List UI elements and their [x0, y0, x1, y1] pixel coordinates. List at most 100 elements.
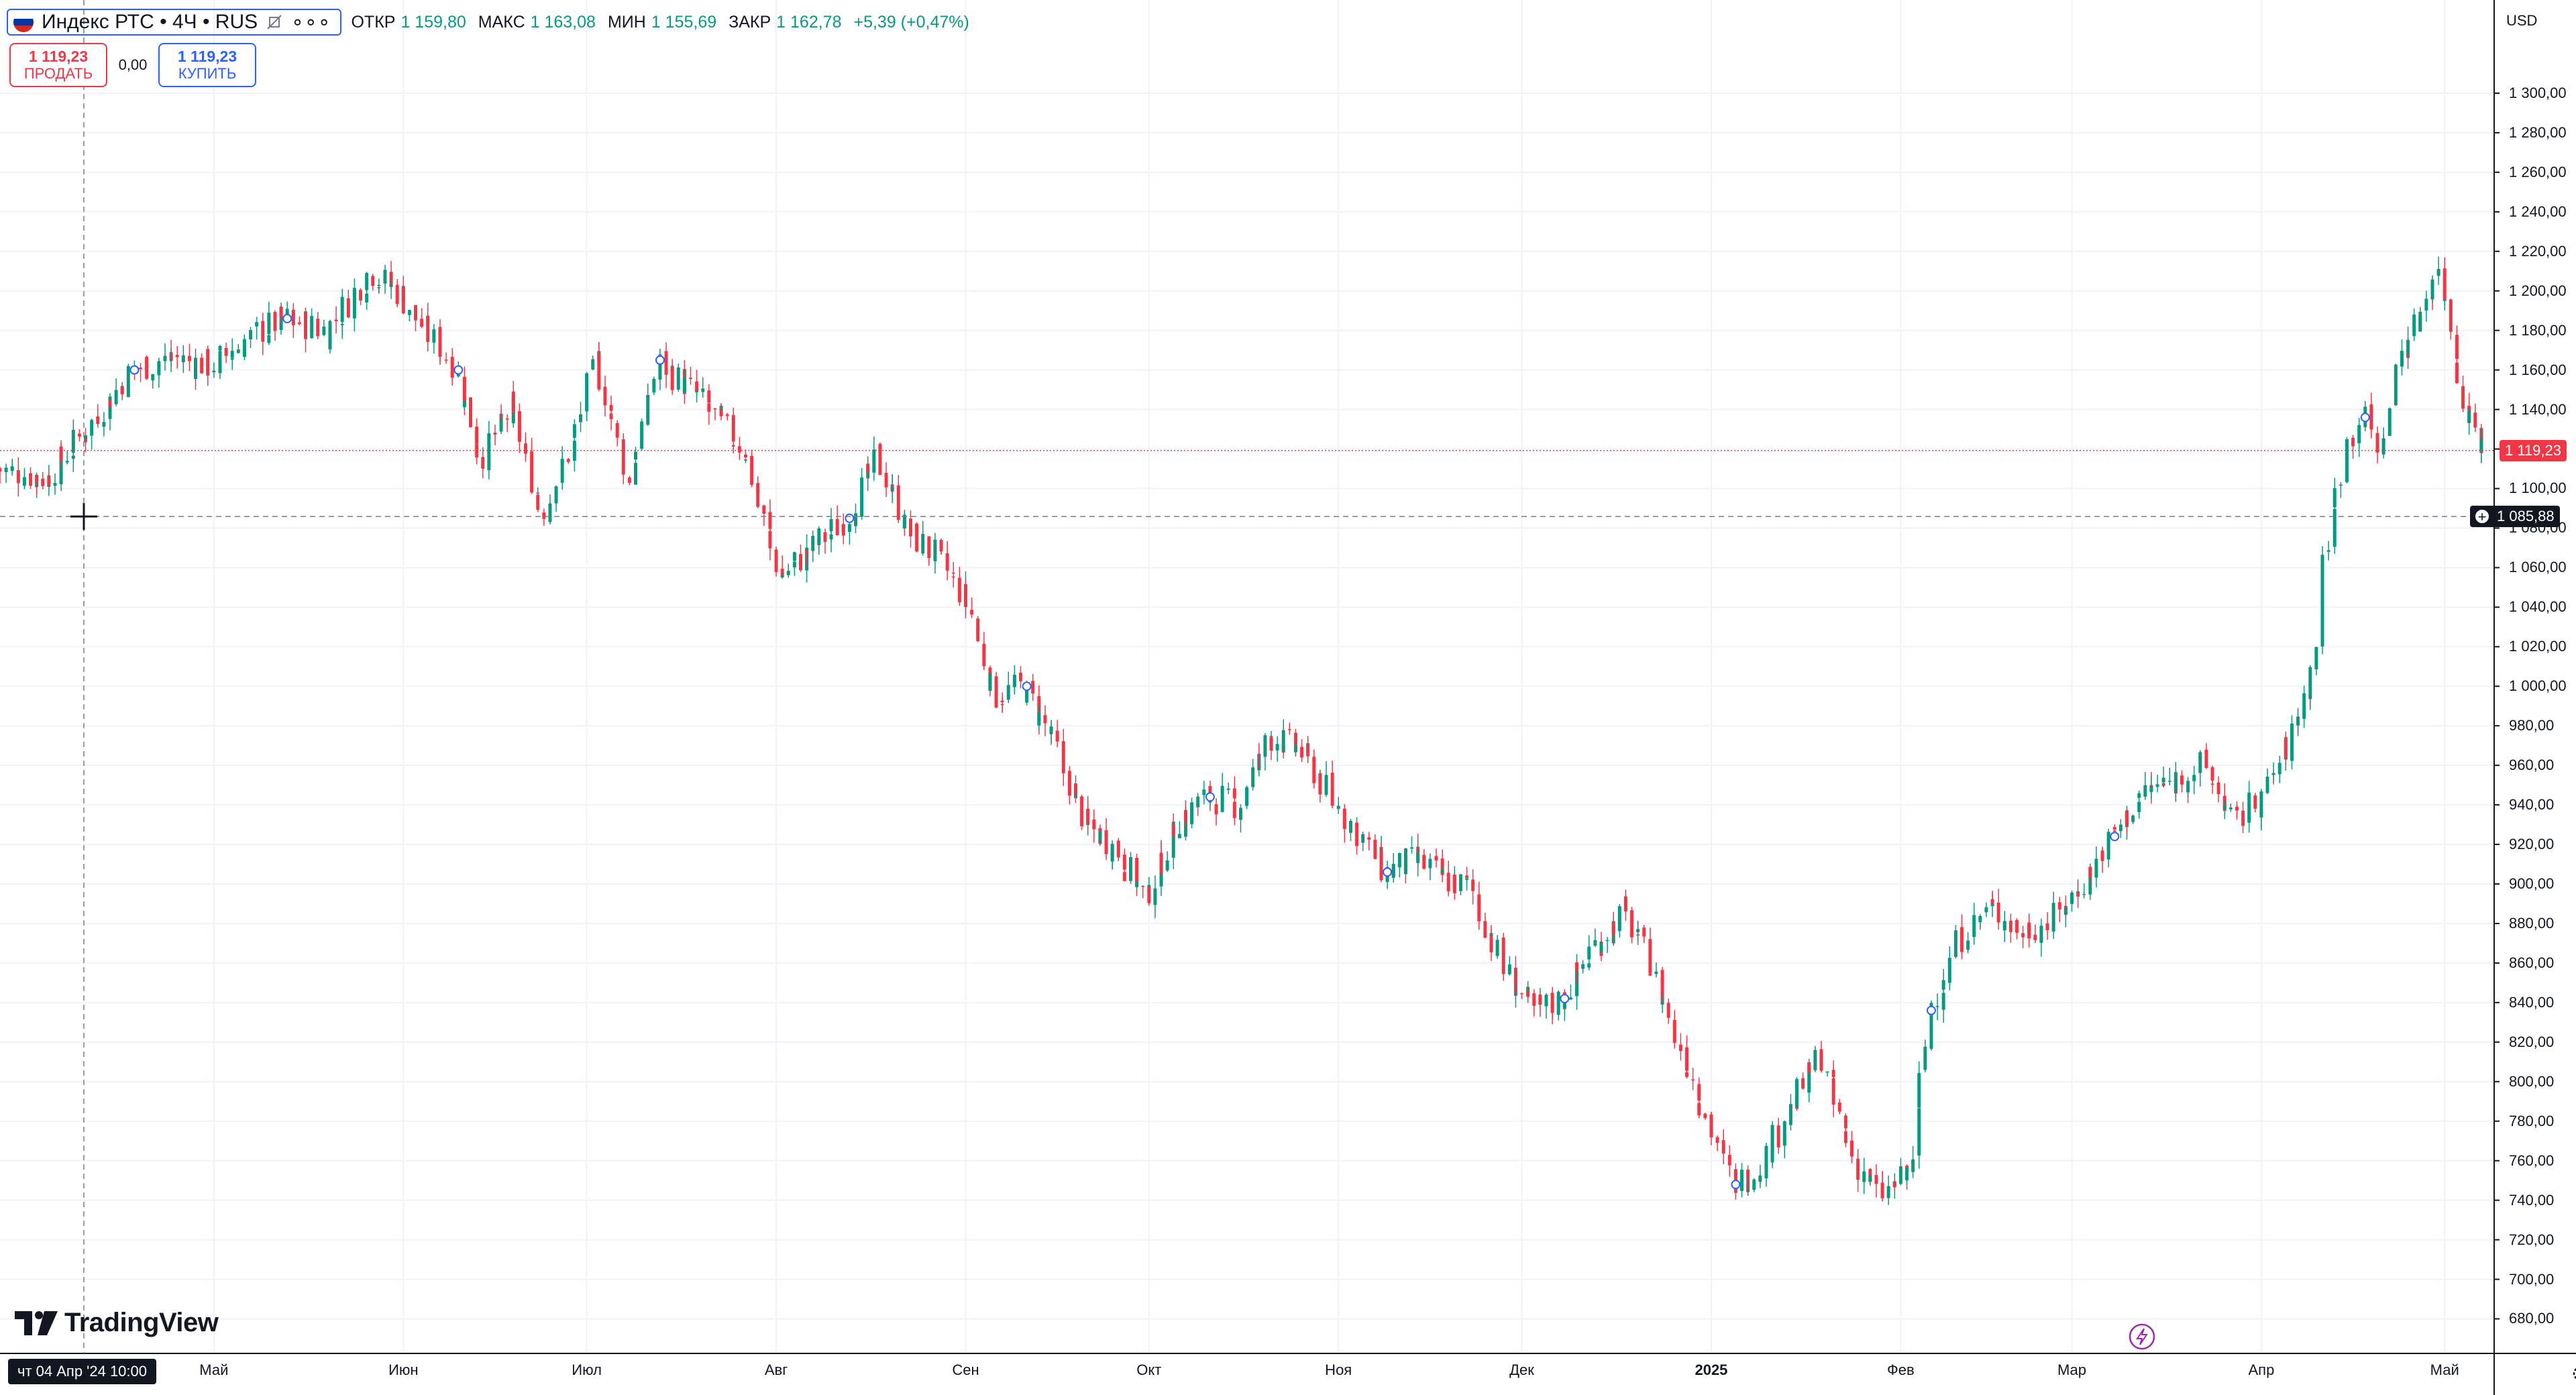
candle-body: [2302, 693, 2306, 719]
candle-body: [1422, 854, 1426, 869]
price-tick-label: 1 060,00: [2509, 559, 2567, 576]
buy-button[interactable]: 1 119,23 КУПИТЬ: [158, 43, 256, 87]
candle-body: [1263, 735, 1267, 757]
candle-body: [493, 433, 497, 435]
candle-down: [768, 529, 772, 561]
candle-body: [1825, 1071, 1829, 1073]
sell-button[interactable]: 1 119,23 ПРОДАТЬ: [9, 43, 107, 87]
candle-down: [1214, 798, 1218, 826]
candle-body: [2308, 667, 2312, 698]
candle-body: [2222, 805, 2226, 809]
candle-body: [2216, 782, 2220, 795]
candle-body: [1538, 994, 1542, 1005]
candle-up: [389, 278, 393, 299]
hide-series-icon[interactable]: [266, 13, 283, 31]
candle-up: [1348, 818, 1352, 842]
candle-body: [224, 347, 228, 356]
symbol-search-button[interactable]: Индекс РТС • 4Ч • RUS ∘∘∘: [7, 9, 342, 36]
candle-body: [389, 284, 393, 287]
candle-body: [2345, 439, 2349, 461]
candle-up: [572, 419, 576, 447]
candle-down: [762, 504, 766, 526]
candle-body: [1795, 1078, 1799, 1107]
candle-body: [1226, 788, 1230, 790]
candle-up: [2094, 846, 2098, 888]
candle-up: [108, 393, 112, 431]
candle-up: [2082, 883, 2086, 899]
candle-down: [2045, 912, 2049, 940]
candle-body: [365, 293, 369, 303]
candle-body: [2320, 555, 2324, 618]
candle-up: [1202, 781, 1206, 805]
candle-up: [1568, 984, 1572, 1000]
candle-down: [1055, 720, 1059, 748]
candle-body: [47, 478, 51, 486]
candle-down: [609, 411, 613, 431]
candle-body: [1630, 910, 1634, 938]
candle-down: [530, 437, 534, 494]
candle-body: [242, 339, 246, 357]
candle-body: [29, 473, 33, 486]
candle-body: [2332, 488, 2337, 508]
candle-down: [1489, 925, 1493, 961]
candle-body: [1911, 1159, 1915, 1172]
candle-body: [444, 359, 448, 361]
candle-body: [621, 439, 625, 472]
candle-body: [1605, 940, 1609, 942]
candle-body: [786, 571, 790, 575]
candle-down: [0, 466, 2, 473]
candle-body: [982, 643, 986, 667]
candle-down: [1257, 743, 1261, 770]
candle-down: [517, 403, 521, 453]
currency-button[interactable]: USD: [2506, 12, 2538, 29]
candle-up: [2222, 800, 2226, 820]
candle-up: [1966, 932, 1970, 954]
candle-body: [2015, 919, 2019, 933]
candle-down: [1367, 832, 1371, 850]
candle-down: [1434, 848, 1438, 868]
candle-body: [750, 455, 754, 485]
candle-body: [1709, 1118, 1713, 1137]
candle-body: [1446, 873, 1450, 891]
candle-down: [1715, 1135, 1719, 1152]
candle-down: [731, 434, 735, 454]
candle-down: [719, 402, 723, 421]
candle-body: [1807, 1062, 1811, 1093]
tradingview-logo-icon: [15, 1310, 58, 1335]
candle-body: [212, 370, 216, 373]
add-alert-icon[interactable]: +: [2474, 508, 2490, 525]
settings-gear-icon[interactable]: [2569, 1363, 2576, 1384]
candle-up: [65, 450, 69, 465]
candle-down: [957, 567, 961, 606]
candle-up: [1098, 829, 1102, 846]
candle-down: [2210, 770, 2214, 794]
candle-body: [1856, 1158, 1860, 1180]
candle-up: [811, 531, 815, 562]
more-options-icon[interactable]: ∘∘∘: [291, 11, 331, 34]
candle-body: [1183, 810, 1187, 823]
candle-up: [743, 459, 747, 463]
price-tick-label: 1 160,00: [2509, 361, 2567, 378]
candle-body: [2265, 776, 2269, 793]
candle-body: [688, 378, 692, 379]
tradingview-logo[interactable]: TradingView: [15, 1308, 219, 1338]
event-marker: [129, 365, 140, 375]
candle-down: [1355, 821, 1359, 855]
candle-body: [4, 467, 8, 472]
candle-body: [41, 478, 45, 486]
candle-body: [1581, 964, 1585, 969]
candle-up: [151, 374, 155, 389]
candle-body: [383, 270, 387, 284]
candle-body: [646, 396, 650, 398]
candle-down: [29, 467, 33, 490]
crosshair-time-tag: чт 04 Апр '24 10:00: [8, 1359, 157, 1384]
candle-up: [1190, 797, 1194, 829]
candle-up: [2339, 482, 2343, 498]
candle-body: [1416, 852, 1420, 863]
event-marker: [655, 355, 665, 365]
candle-body: [970, 610, 974, 615]
candle-body: [2039, 926, 2043, 943]
candle-down: [597, 342, 601, 392]
lightning-icon[interactable]: [2128, 1323, 2156, 1351]
